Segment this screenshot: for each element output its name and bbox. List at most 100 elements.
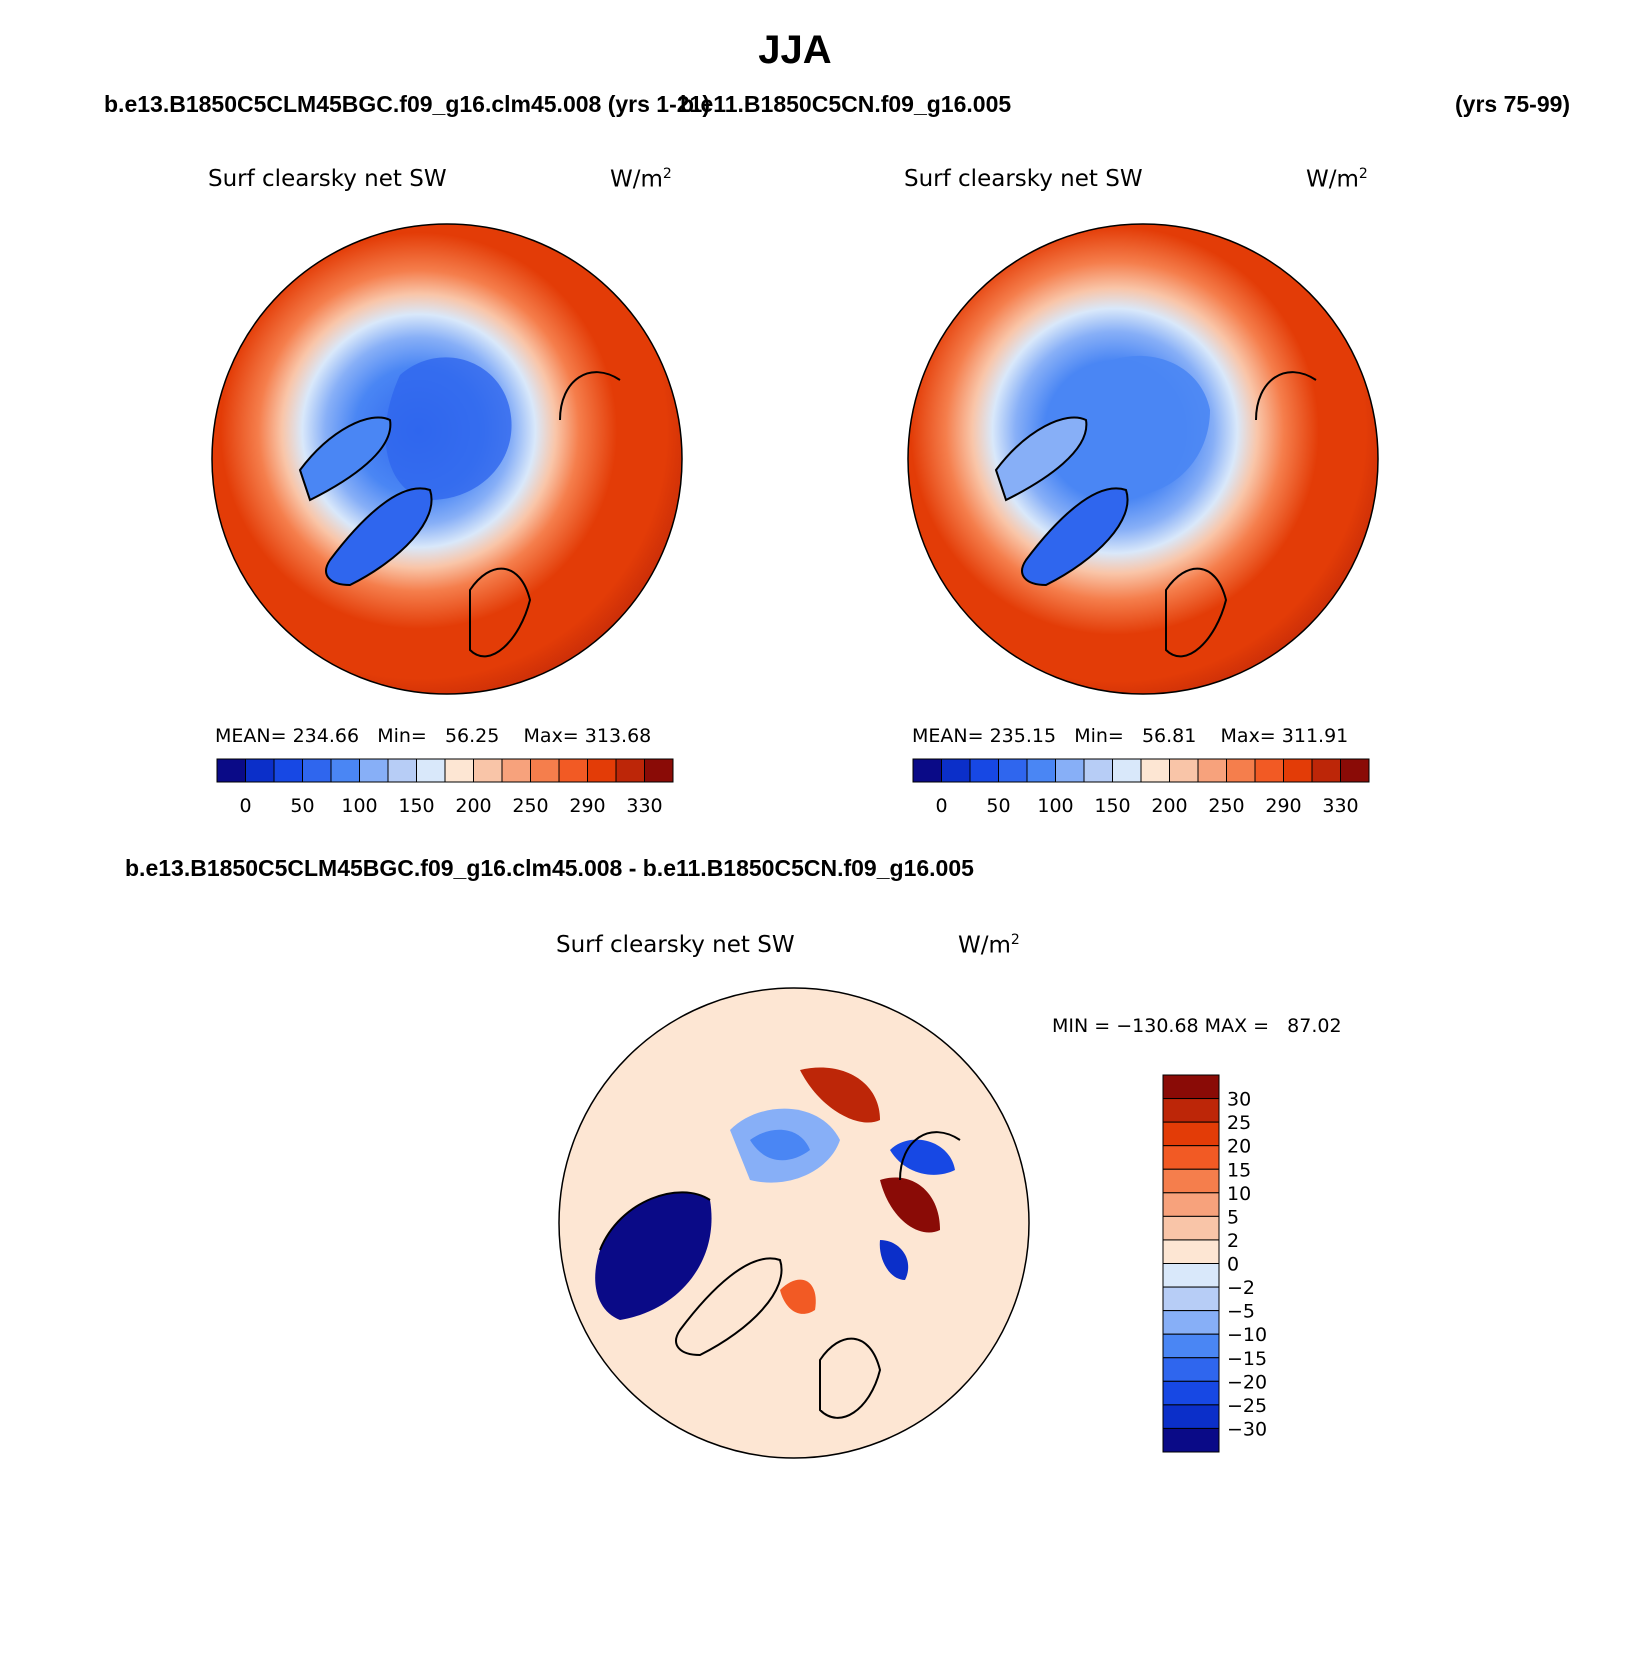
colorbar-swatch <box>1162 1404 1220 1429</box>
colorbar-swatch <box>1162 1074 1220 1100</box>
colorbar-tick-label: −2 <box>1227 1277 1255 1299</box>
colorbar-tick-label: −15 <box>1227 1348 1267 1370</box>
colorbar-swatch <box>245 758 275 783</box>
colorbar-tick-label: 10 <box>1227 1183 1251 1205</box>
colorbar-tick-label: 200 <box>1151 795 1187 817</box>
colorbar-swatch <box>998 758 1028 783</box>
colorbar-swatch <box>330 758 360 783</box>
colorbar-swatch <box>359 758 389 783</box>
left-polar-map <box>212 224 682 694</box>
left-stats: MEAN= 234.66 Min= 56.25 Max= 313.68 <box>215 725 652 747</box>
right-max-value: 311.91 <box>1281 725 1349 747</box>
colorbar-tick-label: 290 <box>1265 795 1301 817</box>
colorbar-swatch <box>1140 758 1170 783</box>
left-max-value: 313.68 <box>584 725 652 747</box>
colorbar-tick-label: 250 <box>512 795 548 817</box>
colorbar-swatch <box>1162 1168 1220 1194</box>
colorbar-tick-label: 250 <box>1208 795 1244 817</box>
left-map-outline <box>211 223 683 695</box>
colorbar-tick-label: 20 <box>1227 1136 1251 1158</box>
colorbar-swatch <box>1169 758 1199 783</box>
colorbar-swatch <box>1162 1286 1220 1312</box>
colorbar-swatch <box>1254 758 1284 783</box>
colorbar-tick-label: 50 <box>290 795 314 817</box>
colorbar-swatch <box>1162 1145 1220 1170</box>
right-stats: MEAN= 235.15 Min= 56.81 Max= 311.91 <box>912 725 1349 747</box>
colorbar-swatch <box>1162 1357 1220 1382</box>
colorbar-swatch <box>1226 758 1256 783</box>
colorbar-swatch <box>1026 758 1056 783</box>
diff-max-value: 87.02 <box>1287 1015 1342 1037</box>
colorbar-swatch <box>1311 758 1341 783</box>
colorbar-tick-label: 30 <box>1227 1089 1251 1111</box>
colorbar-tick-label: 5 <box>1227 1206 1239 1228</box>
colorbar-tick-label: −5 <box>1227 1301 1255 1323</box>
colorbar-swatch <box>387 758 417 783</box>
diff-header: b.e13.B1850C5CLM45BGC.f09_g16.clm45.008 … <box>125 855 974 881</box>
diff-map-outline <box>558 987 1030 1459</box>
colorbar-tick-label: 0 <box>935 795 947 817</box>
colorbar-swatch <box>1162 1192 1220 1217</box>
colorbar-tick-label: −20 <box>1227 1371 1267 1393</box>
colorbar-swatch <box>912 758 942 783</box>
colorbar-swatch <box>1055 758 1085 783</box>
left-min-value: 56.25 <box>444 725 500 747</box>
colorbar-swatch <box>1162 1215 1220 1241</box>
colorbar-swatch <box>1162 1098 1220 1123</box>
colorbar-swatch <box>473 758 503 783</box>
diff-stats: MIN = −130.68 MAX = 87.02 <box>1052 1015 1342 1037</box>
colorbar-swatch <box>444 758 474 783</box>
colorbar-swatch <box>1162 1263 1220 1288</box>
colorbar-swatch <box>1162 1380 1220 1406</box>
colorbar-swatch <box>501 758 531 783</box>
main-title: JJA <box>758 28 832 72</box>
colorbar-tick-label: 150 <box>398 795 434 817</box>
colorbar-swatch <box>1162 1427 1220 1453</box>
right-min-value: 56.81 <box>1141 725 1197 747</box>
colorbar-swatch <box>302 758 332 783</box>
colorbar-tick-label: 330 <box>1322 795 1358 817</box>
colorbar-tick-label: 200 <box>455 795 491 817</box>
diff-min-value: −130.68 <box>1116 1015 1199 1037</box>
right-mean-value: 235.15 <box>989 725 1057 747</box>
colorbar-swatch <box>1197 758 1227 783</box>
colorbar-tick-label: −25 <box>1227 1395 1267 1417</box>
right-case-header: b.e11.B1850C5CN.f09_g16.005 <box>680 91 1012 117</box>
colorbar-tick-label: 100 <box>341 795 377 817</box>
colorbar-swatch <box>1162 1333 1220 1359</box>
left-colorbar: 0 50 100 150 200 250 290 330 <box>216 758 674 817</box>
colorbar-swatch <box>416 758 446 783</box>
colorbar-tick-label: 150 <box>1094 795 1130 817</box>
right-polar-map <box>908 224 1378 694</box>
colorbar-swatch <box>644 758 674 783</box>
colorbar-swatch <box>615 758 645 783</box>
diff-units-label: W/m2 <box>958 932 1020 959</box>
colorbar-swatch <box>969 758 999 783</box>
colorbar-swatch <box>273 758 303 783</box>
colorbar-swatch <box>1340 758 1370 783</box>
colorbar-tick-label: 290 <box>569 795 605 817</box>
colorbar-swatch <box>1083 758 1113 783</box>
diff-polar-map <box>559 988 1029 1458</box>
colorbar-swatch <box>558 758 588 783</box>
right-map-outline <box>907 223 1379 695</box>
colorbar-swatch <box>1283 758 1313 783</box>
colorbar-tick-label: 100 <box>1037 795 1073 817</box>
left-coastlines <box>298 371 621 658</box>
colorbar-tick-label: 25 <box>1227 1112 1251 1134</box>
colorbar-tick-label: 50 <box>986 795 1010 817</box>
colorbar-tick-label: 0 <box>239 795 251 817</box>
colorbar-swatch <box>1162 1239 1220 1264</box>
right-coastlines <box>994 371 1317 658</box>
colorbar-swatch <box>530 758 560 783</box>
colorbar-swatch <box>1112 758 1142 783</box>
colorbar-tick-label: 0 <box>1227 1254 1239 1276</box>
left-units-label: W/m2 <box>610 166 672 193</box>
colorbar-tick-label: 15 <box>1227 1159 1251 1181</box>
colorbar-swatch <box>1162 1121 1220 1147</box>
left-case-header: b.e13.B1850C5CLM45BGC.f09_g16.clm45.008 … <box>104 91 710 117</box>
left-mean-value: 234.66 <box>292 725 360 747</box>
colorbar-swatch <box>941 758 971 783</box>
